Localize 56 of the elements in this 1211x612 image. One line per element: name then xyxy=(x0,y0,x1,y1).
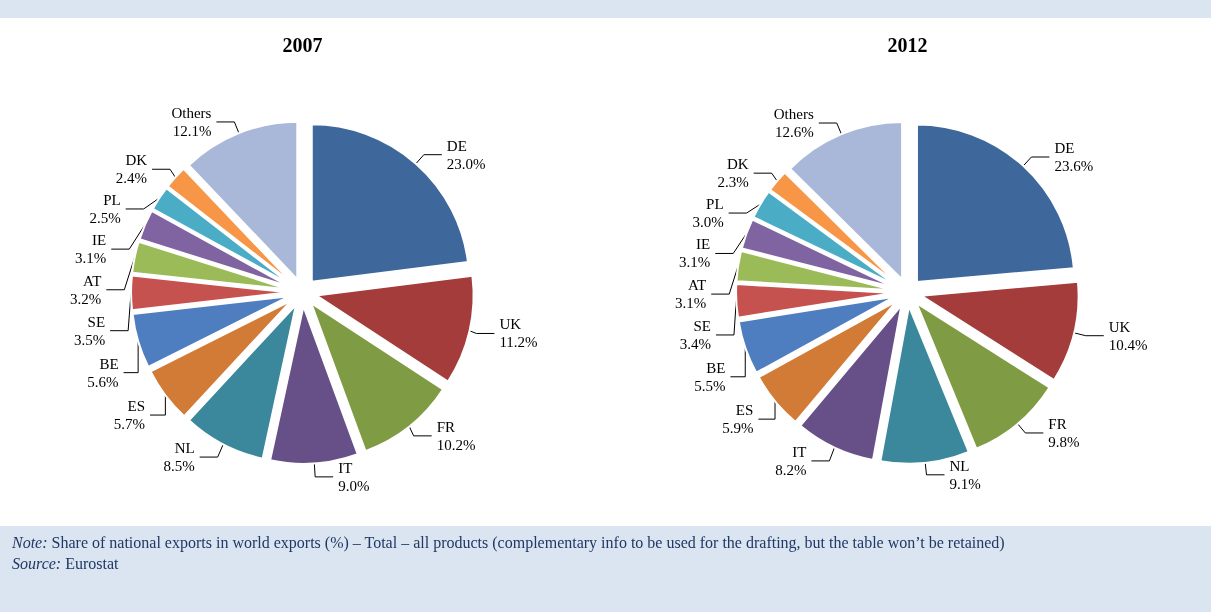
source-note: Source: Eurostat xyxy=(12,554,120,574)
data-label: 8.5% xyxy=(163,458,195,475)
data-label: 8.2% xyxy=(775,461,807,478)
slice-label: ES xyxy=(735,402,754,419)
chart-title: 2012 xyxy=(887,34,928,56)
data-label: 2.3% xyxy=(717,174,749,191)
data-label: 9.1% xyxy=(949,475,981,492)
data-label: 23.0% xyxy=(446,155,486,172)
data-label: 5.9% xyxy=(722,420,754,437)
data-label: 2.4% xyxy=(115,170,148,187)
data-label: 3.1% xyxy=(674,295,707,312)
slice-label: DE xyxy=(446,137,467,154)
data-label: 3.0% xyxy=(692,214,724,231)
slice-label: PL xyxy=(103,191,121,208)
slice-label: AT xyxy=(687,277,707,294)
slice-label: NL xyxy=(174,440,195,457)
slice-label: IE xyxy=(92,232,107,249)
slice-label: NL xyxy=(949,457,970,474)
slice-label: ES xyxy=(127,398,146,415)
slice-label: UK xyxy=(1108,318,1131,335)
slice-label: UK xyxy=(499,316,522,333)
slice-label: DK xyxy=(727,156,749,173)
data-label: 3.5% xyxy=(73,331,106,348)
slice-label: IE xyxy=(696,236,711,253)
data-label: 3.1% xyxy=(678,254,711,271)
slice-label: BE xyxy=(706,359,726,376)
data-label: 9.0% xyxy=(338,477,370,494)
slice-label: Others xyxy=(773,106,814,123)
data-label: 3.2% xyxy=(70,290,102,307)
data-label: 23.6% xyxy=(1054,158,1094,174)
slice-label: AT xyxy=(82,272,102,289)
slice-label: SE xyxy=(87,313,106,330)
chart-title: 2007 xyxy=(282,34,323,56)
slice-label: BE xyxy=(99,355,119,372)
data-label: 11.2% xyxy=(499,334,538,351)
data-label: 5.7% xyxy=(113,416,146,433)
slice-label: PL xyxy=(706,196,724,213)
slice-label: FR xyxy=(436,418,455,435)
slice-label: Others xyxy=(171,104,212,121)
slice-label: DK xyxy=(125,152,148,169)
slice-label: SE xyxy=(693,317,711,334)
text: Note: Share of national exports in world exports (%) – Total – all products (complementary info to be used for the drafting, but the table won’t be retained) xyxy=(12,533,1006,553)
data-label: 12.6% xyxy=(775,124,814,141)
data-label: 3.4% xyxy=(679,335,711,352)
data-label: 2.5% xyxy=(89,209,121,226)
data-label: 10.2% xyxy=(436,436,476,453)
slice-label: IT xyxy=(792,443,807,460)
data-label: 9.8% xyxy=(1048,433,1080,450)
data-label: 10.4% xyxy=(1108,336,1148,353)
data-label: 3.1% xyxy=(75,250,107,267)
slice-label: DE xyxy=(1054,140,1075,156)
slice-label: IT xyxy=(338,459,353,476)
data-label: 5.6% xyxy=(87,373,119,390)
slice-label: FR xyxy=(1048,415,1067,432)
data-label: 12.1% xyxy=(172,122,212,139)
data-label: 5.5% xyxy=(694,377,726,394)
